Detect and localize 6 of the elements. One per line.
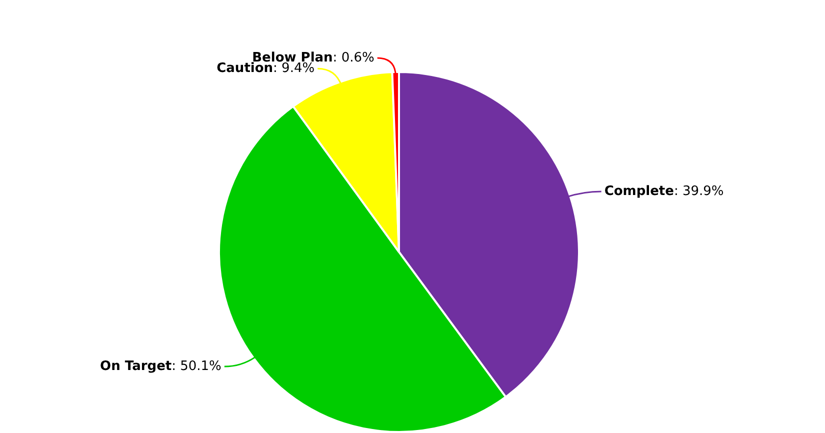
data-label: : 0.6% bbox=[332, 50, 374, 66]
slice-label: Complete bbox=[604, 184, 674, 199]
data-label: : 9.4% bbox=[273, 61, 315, 76]
data-label: : 39.9% bbox=[674, 184, 724, 199]
slice-label: On Target bbox=[100, 358, 172, 374]
data-label: : 50.1% bbox=[172, 358, 222, 374]
